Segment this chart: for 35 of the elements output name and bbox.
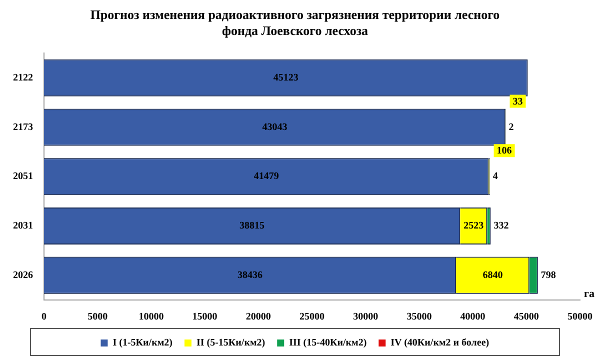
legend-label: I (1-5Ки/км2)	[112, 338, 172, 349]
data-label: 33	[512, 96, 523, 108]
x-tick-label: 25000	[300, 312, 324, 323]
x-tick-label: 10000	[138, 312, 164, 323]
y-tick-label: 2122	[13, 72, 33, 84]
x-tick-label: 40000	[460, 312, 486, 323]
x-tick-label: 35000	[406, 312, 432, 323]
x-axis-title: га	[584, 288, 595, 300]
x-tick-label: 5000	[88, 312, 108, 323]
y-tick-label: 2051	[13, 171, 33, 182]
x-tick-label: 45000	[514, 312, 539, 323]
x-tick-label: 15000	[192, 312, 218, 323]
x-tick-label: 50000	[568, 312, 592, 323]
data-label: 6840	[482, 270, 503, 281]
data-label: 332	[494, 220, 509, 232]
x-tick-label: 30000	[353, 312, 378, 323]
x-tick-label: 0	[42, 312, 46, 323]
data-label: 45123	[273, 72, 298, 84]
chart-title: Прогноз изменения радиоактивного загрязнения территории лесного фонда Лоевского лесхоза	[90, 7, 500, 38]
data-label: 38436	[238, 270, 263, 281]
y-tick-label: 2173	[13, 122, 33, 133]
x-tick-label: 20000	[246, 312, 271, 323]
data-label: 43043	[262, 122, 288, 133]
data-label: 106	[496, 146, 512, 157]
y-tick-label: 2031	[13, 220, 33, 232]
legend-label: II (5-15Ки/км2)	[196, 338, 266, 349]
data-label: 798	[540, 270, 556, 281]
legend-label: III (15-40Ки/км2)	[289, 338, 367, 349]
data-label: 41479	[254, 171, 279, 182]
data-label: 2523	[464, 220, 484, 232]
data-label: 2	[508, 122, 514, 133]
y-tick-label: 2026	[13, 270, 33, 281]
data-label: 4	[492, 171, 498, 182]
legend-label: IV (40Ки/км2 и более)	[390, 338, 490, 349]
data-label: 38815	[240, 220, 265, 232]
